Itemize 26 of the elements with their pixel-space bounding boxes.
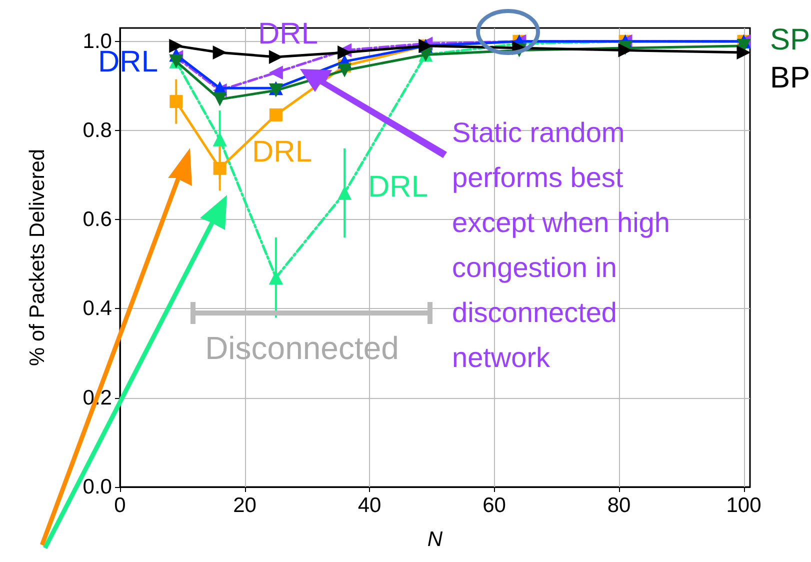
y-tick-label: 0.0 — [82, 476, 112, 498]
point — [736, 46, 751, 60]
y-axis-title: % of Packets Delivered — [26, 148, 49, 366]
y-tick-label: 0.6 — [82, 208, 112, 232]
x-tick-label: 80 — [607, 494, 631, 517]
x-axis-title: N — [427, 528, 444, 551]
y-tick-label: 0.4 — [82, 297, 112, 320]
x-tick-label: 60 — [482, 494, 506, 517]
point — [338, 63, 352, 78]
x-tick-label: 40 — [358, 494, 382, 517]
series-label: DRL — [368, 170, 428, 204]
point — [268, 66, 283, 80]
x-tick-label: 0 — [114, 494, 126, 517]
x-tick-label: 100 — [726, 494, 762, 517]
series-label: DRL — [252, 136, 312, 168]
point — [169, 38, 184, 53]
point — [212, 46, 227, 60]
series-label: BP — [770, 62, 810, 94]
point — [338, 46, 352, 60]
series-label: SP — [770, 24, 810, 56]
y-tick-label: 0.8 — [82, 118, 112, 142]
annotation: Static random performs best except when high congestion in disconnected network — [452, 117, 678, 373]
point — [268, 50, 283, 64]
point — [212, 92, 227, 106]
point — [269, 108, 282, 122]
x-tick-label: 20 — [233, 494, 256, 517]
